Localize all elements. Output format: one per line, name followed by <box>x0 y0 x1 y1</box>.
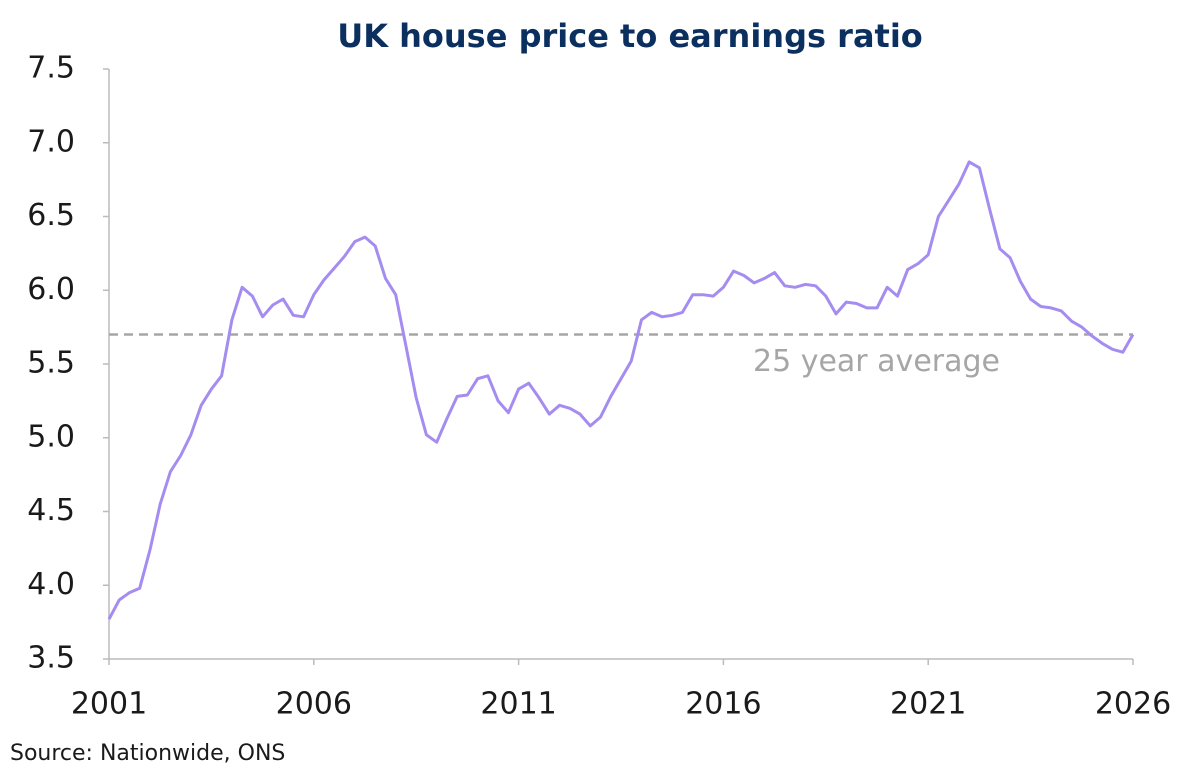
x-tick-label: 2011 <box>480 687 556 722</box>
data-line <box>107 160 1135 620</box>
y-tick-label: 6.5 <box>27 198 75 233</box>
x-tick-label: 2026 <box>1095 687 1171 722</box>
y-tick-label: 5.5 <box>27 346 75 381</box>
y-tick-label: 4.5 <box>27 493 75 528</box>
x-tick-label: 2016 <box>685 687 761 722</box>
y-tick-label: 6.0 <box>27 272 75 307</box>
x-tick-label: 2006 <box>276 687 352 722</box>
y-tick-label: 7.0 <box>27 124 75 159</box>
y-tick-label: 5.0 <box>27 419 75 454</box>
y-tick-label: 7.5 <box>27 51 75 86</box>
x-tick-label: 2001 <box>71 687 147 722</box>
x-tick-label: 2021 <box>890 687 966 722</box>
y-tick-label: 4.0 <box>27 567 75 602</box>
reference-label: 25 year average <box>753 344 1000 379</box>
source-note: Source: Nationwide, ONS <box>10 741 285 766</box>
chart-title: UK house price to earnings ratio <box>337 17 923 55</box>
y-tick-label: 3.5 <box>27 641 75 676</box>
